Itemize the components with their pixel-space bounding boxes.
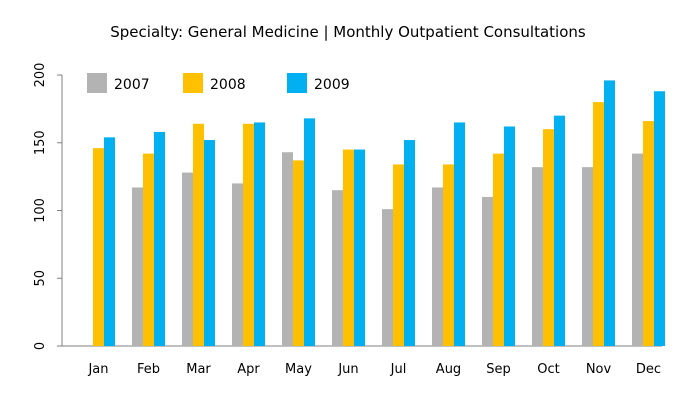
legend-swatch-2008 bbox=[183, 73, 203, 93]
bar-2008-aug bbox=[443, 164, 454, 346]
y-tick-label: 0 bbox=[33, 342, 48, 350]
bar-2007-nov bbox=[582, 167, 593, 346]
bar-2009-may bbox=[304, 118, 315, 346]
y-tick-label: 50 bbox=[33, 270, 48, 287]
legend-label-2008: 2008 bbox=[210, 77, 246, 93]
bar-2008-jun bbox=[343, 149, 354, 346]
x-tick-label: Oct bbox=[537, 362, 559, 377]
bar-2007-apr bbox=[232, 183, 243, 346]
bar-2008-jan bbox=[93, 148, 104, 346]
y-tick-label: 200 bbox=[33, 63, 48, 88]
bar-2009-apr bbox=[254, 122, 265, 346]
x-tick-label: Jul bbox=[390, 362, 407, 377]
plot-area: 0 50 100 150 200 Jan Feb Mar Apr May Jun Jul Aug Sep O… bbox=[33, 63, 665, 377]
legend-swatch-2009 bbox=[287, 73, 307, 93]
x-tick-label: Dec bbox=[636, 362, 661, 377]
x-tick-label: Mar bbox=[186, 362, 211, 377]
x-tick-label: Jan bbox=[87, 362, 108, 377]
bar-2008-jul bbox=[393, 164, 404, 346]
bar-2009-sep bbox=[504, 126, 515, 347]
bar-2009-dec bbox=[654, 91, 665, 346]
x-tick-label: Apr bbox=[237, 362, 260, 377]
bar-2008-nov bbox=[593, 102, 604, 346]
bar-2007-feb bbox=[132, 187, 143, 346]
bar-2009-jun bbox=[354, 149, 365, 346]
bar-2009-feb bbox=[154, 131, 165, 346]
bar-2008-feb bbox=[143, 153, 154, 346]
bar-2007-oct bbox=[532, 167, 543, 346]
y-tick-label: 100 bbox=[33, 198, 48, 223]
chart-title: Specialty: General Medicine | Monthly Ou… bbox=[110, 23, 586, 41]
bar-2007-jul bbox=[382, 209, 393, 346]
bar-2008-oct bbox=[543, 129, 554, 346]
bar-2008-apr bbox=[243, 123, 254, 346]
bar-2009-nov bbox=[604, 80, 615, 347]
bar-2009-aug bbox=[454, 122, 465, 346]
x-tick-label: Sep bbox=[486, 362, 511, 377]
legend-label-2007: 2007 bbox=[114, 77, 150, 93]
bar-2007-may bbox=[282, 152, 293, 346]
bar-2008-may bbox=[293, 160, 304, 346]
bar-2009-oct bbox=[554, 115, 565, 347]
bar-2007-sep bbox=[482, 196, 493, 346]
bar-2007-jun bbox=[332, 190, 343, 346]
x-tick-label: Nov bbox=[586, 362, 612, 377]
bar-2008-mar bbox=[193, 123, 204, 346]
x-tick-label: May bbox=[285, 362, 312, 377]
bar-2007-dec bbox=[632, 153, 643, 346]
bar-2007-mar bbox=[182, 172, 193, 346]
bar-2009-jan bbox=[104, 137, 115, 346]
bar-2008-dec bbox=[643, 121, 654, 346]
bar-2009-mar bbox=[204, 140, 215, 346]
legend-swatch-2007 bbox=[87, 73, 107, 93]
legend-label-2009: 2009 bbox=[314, 77, 350, 93]
x-tick-label: Aug bbox=[436, 362, 461, 377]
legend: 2007 2008 2009 bbox=[87, 73, 350, 93]
x-tick-label: Jun bbox=[337, 362, 358, 377]
x-tick-label: Feb bbox=[137, 362, 160, 377]
bar-2008-sep bbox=[493, 153, 504, 346]
bar-2007-aug bbox=[432, 187, 443, 346]
bar-2009-jul bbox=[404, 140, 415, 346]
y-tick-label: 150 bbox=[33, 130, 48, 155]
